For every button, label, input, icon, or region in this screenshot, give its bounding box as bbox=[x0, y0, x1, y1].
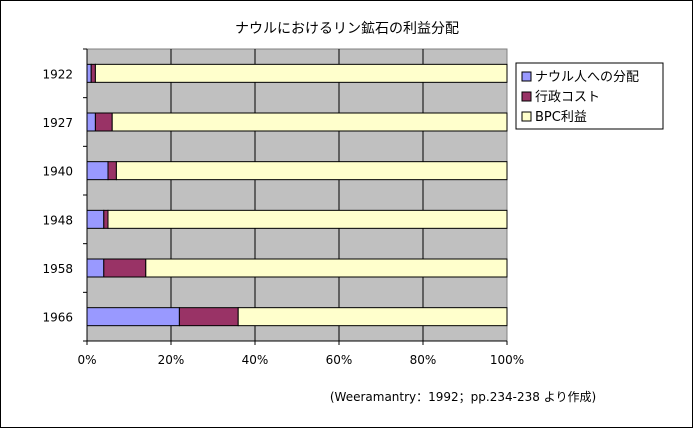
bar-1922-series-1 bbox=[90, 63, 96, 83]
plot-background bbox=[86, 48, 508, 342]
legend-swatch-0 bbox=[521, 71, 532, 82]
bar-1922-series-2 bbox=[94, 63, 508, 83]
x-tick-label: 40% bbox=[242, 353, 269, 367]
y-tick-label: 1927 bbox=[42, 116, 73, 130]
bar-1927-series-2 bbox=[111, 112, 508, 132]
bar-1966-series-2 bbox=[237, 307, 508, 327]
y-tick-label: 1948 bbox=[42, 213, 73, 227]
legend-swatch-1 bbox=[521, 91, 532, 102]
bar-1948-series-2 bbox=[107, 209, 508, 229]
bar-1940-series-1 bbox=[107, 161, 117, 181]
bar-1958-series-1 bbox=[103, 258, 147, 278]
legend-swatch-2 bbox=[521, 111, 532, 122]
bar-1948-series-1 bbox=[103, 209, 109, 229]
y-tick-label: 1922 bbox=[42, 67, 73, 81]
x-tick-label: 80% bbox=[410, 353, 437, 367]
chart-title: ナウルにおけるリン鉱石の利益分配 bbox=[235, 20, 459, 37]
y-tick-label: 1940 bbox=[42, 165, 73, 179]
source-note: (Weeramantry：1992；pp.234-238 より作成) bbox=[330, 390, 596, 404]
bar-1927-series-1 bbox=[94, 112, 113, 132]
legend-label-2: BPC利益 bbox=[535, 110, 587, 125]
bar-1958-series-2 bbox=[145, 258, 508, 278]
legend-box bbox=[515, 62, 664, 130]
bar-1940-series-2 bbox=[115, 161, 508, 181]
bar-1966-series-0 bbox=[86, 307, 180, 327]
x-tick-label: 0% bbox=[77, 353, 96, 367]
bar-1940-series-0 bbox=[86, 161, 109, 181]
bar-1922-series-0 bbox=[86, 63, 92, 83]
legend-label-0: ナウル人への分配 bbox=[535, 70, 639, 85]
x-tick-label: 100% bbox=[490, 353, 524, 367]
legend-label-1: 行政コスト bbox=[535, 90, 600, 105]
x-tick-label: 60% bbox=[326, 353, 353, 367]
bar-1966-series-1 bbox=[178, 307, 239, 327]
y-tick-label: 1966 bbox=[42, 311, 73, 325]
y-tick-label: 1958 bbox=[42, 262, 73, 276]
bar-1927-series-0 bbox=[86, 112, 96, 132]
bar-1958-series-0 bbox=[86, 258, 105, 278]
plot-area: 1922 1927 1940 1948 1958 1966 0% 20% 40% 60% 80% 10… bbox=[42, 48, 524, 367]
x-tick-label: 20% bbox=[158, 353, 185, 367]
bar-1948-series-0 bbox=[86, 209, 105, 229]
